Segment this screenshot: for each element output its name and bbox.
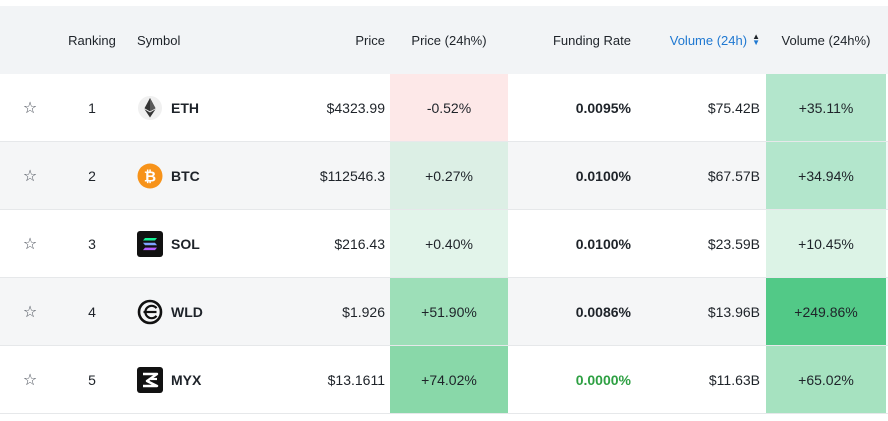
favorite-star-button[interactable]: ☆ — [0, 210, 60, 277]
funding-rate-value: 0.0086% — [575, 303, 631, 320]
volume-value: $13.96B — [707, 303, 760, 320]
funding-rate-value: 0.0095% — [575, 99, 631, 116]
rank-value: 3 — [88, 235, 96, 252]
table-row[interactable]: ☆ 4 WLD $1.926 +51.90% 0.0086% $13.96B +… — [0, 278, 888, 346]
funding-rate-value: 0.0000% — [575, 371, 631, 388]
header-price-24h[interactable]: Price (24h%) — [411, 32, 487, 48]
sort-down-icon: ▼ — [752, 38, 760, 47]
volume-change-24h: +65.02% — [766, 346, 886, 413]
volume-change-24h: +34.94% — [766, 142, 886, 209]
price-value: $216.43 — [334, 235, 385, 252]
rank-value: 1 — [88, 99, 96, 116]
star-icon: ☆ — [22, 303, 38, 321]
star-icon: ☆ — [22, 371, 38, 389]
price-change-24h: +74.02% — [390, 346, 508, 413]
header-volume-24h-label: Volume (24h) — [669, 32, 748, 48]
price-change-24h: +51.90% — [390, 278, 508, 345]
favorite-star-button[interactable]: ☆ — [0, 346, 60, 413]
favorite-star-button[interactable]: ☆ — [0, 278, 60, 345]
price-change-24h: +0.27% — [390, 142, 508, 209]
symbol-cell[interactable]: ETH — [137, 74, 287, 141]
btc-icon: ₿ — [137, 163, 163, 189]
table-row[interactable]: ☆ 1 ETH $4323.99 -0.52% 0.0095% $75.42B … — [0, 74, 888, 142]
symbol-name: MYX — [171, 371, 202, 388]
volume-value: $23.59B — [707, 235, 760, 252]
symbol-cell[interactable]: MYX — [137, 346, 287, 413]
volume-value: $75.42B — [707, 99, 760, 116]
symbol-name: BTC — [171, 167, 200, 184]
header-funding-rate[interactable]: Funding Rate — [552, 32, 631, 48]
symbol-cell[interactable]: WLD — [137, 278, 287, 345]
header-volume-24h-pct[interactable]: Volume (24h%) — [781, 32, 871, 48]
rank-value: 2 — [88, 167, 96, 184]
svg-text:₿: ₿ — [144, 167, 156, 185]
sort-up-icon: ▲ — [752, 32, 760, 41]
price-value: $4323.99 — [326, 99, 385, 116]
symbol-cell[interactable]: ₿ BTC — [137, 142, 287, 209]
table-row[interactable]: ☆ 5 MYX $13.1611 +74.02% 0.0000% $11.63B… — [0, 346, 888, 414]
rank-value: 4 — [88, 303, 96, 320]
symbol-cell[interactable]: SOL — [137, 210, 287, 277]
volume-change-24h: +10.45% — [766, 210, 886, 277]
price-value: $1.926 — [342, 303, 385, 320]
symbol-name: SOL — [171, 235, 200, 252]
header-volume-24h[interactable]: Volume (24h) ▲ ▼ — [640, 6, 760, 74]
funding-rate-value: 0.0100% — [575, 167, 631, 184]
header-ranking[interactable]: Ranking — [68, 32, 116, 48]
wld-icon — [137, 299, 163, 325]
myx-icon — [137, 366, 163, 393]
star-icon: ☆ — [22, 99, 38, 117]
volume-value: $67.57B — [707, 167, 760, 184]
table-row[interactable]: ☆ 3 SOL $216.43 +0.40% 0.0100% $23.59B +… — [0, 210, 888, 278]
price-value: $13.1611 — [327, 371, 385, 388]
table-header: Ranking Symbol Price Price (24h%) Fundin… — [0, 6, 888, 74]
header-symbol[interactable]: Symbol — [137, 32, 181, 48]
rank-value: 5 — [88, 371, 96, 388]
sort-icon[interactable]: ▲ ▼ — [752, 32, 760, 47]
volume-change-24h: +35.11% — [766, 74, 886, 141]
eth-icon — [137, 95, 163, 121]
favorite-star-button[interactable]: ☆ — [0, 142, 60, 209]
volume-value: $11.63B — [708, 371, 760, 388]
symbol-name: WLD — [171, 303, 203, 320]
price-change-24h: -0.52% — [390, 74, 508, 141]
volume-change-24h: +249.86% — [766, 278, 886, 345]
symbol-name: ETH — [171, 99, 199, 116]
star-icon: ☆ — [22, 167, 38, 185]
sol-icon — [137, 230, 163, 257]
favorite-star-button[interactable]: ☆ — [0, 74, 60, 141]
price-change-24h: +0.40% — [390, 210, 508, 277]
star-icon: ☆ — [22, 235, 38, 253]
funding-rate-value: 0.0100% — [575, 235, 631, 252]
table-row[interactable]: ☆ 2 ₿ BTC $112546.3 +0.27% 0.0100% $67.5… — [0, 142, 888, 210]
header-price[interactable]: Price — [355, 32, 385, 48]
price-value: $112546.3 — [319, 167, 385, 184]
